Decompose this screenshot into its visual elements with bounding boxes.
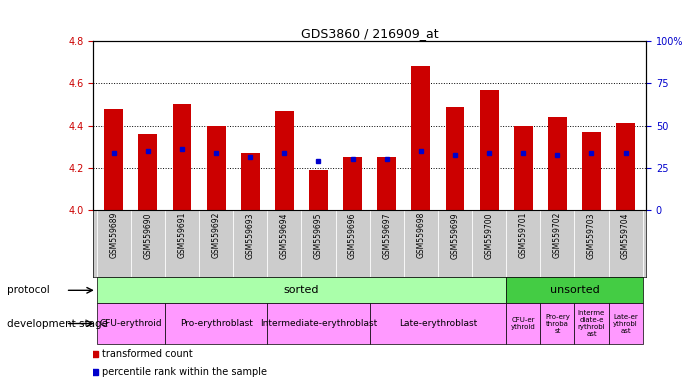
Text: GSM559690: GSM559690 <box>144 212 153 258</box>
Text: GSM559691: GSM559691 <box>178 212 187 258</box>
Bar <box>267 303 370 344</box>
Bar <box>173 104 191 210</box>
Bar <box>411 66 430 210</box>
Bar <box>582 132 601 210</box>
Bar <box>370 303 507 344</box>
Text: GSM559701: GSM559701 <box>519 212 528 258</box>
Bar <box>207 126 225 210</box>
Text: Interme
diate-e
rythrobl
ast: Interme diate-e rythrobl ast <box>578 310 605 337</box>
Bar <box>548 117 567 210</box>
Text: GSM559689: GSM559689 <box>109 212 118 258</box>
Bar <box>343 157 362 210</box>
Bar <box>377 157 396 210</box>
Text: GSM559695: GSM559695 <box>314 212 323 258</box>
Text: GSM559694: GSM559694 <box>280 212 289 258</box>
Bar <box>514 126 533 210</box>
Text: GSM559696: GSM559696 <box>348 212 357 258</box>
Bar <box>241 153 260 210</box>
Text: CFU-erythroid: CFU-erythroid <box>100 319 162 328</box>
Bar <box>97 303 165 344</box>
Bar <box>507 303 540 344</box>
Text: GSM559698: GSM559698 <box>417 212 426 258</box>
Text: development stage: development stage <box>7 318 108 329</box>
Text: Late-er
ythrobl
ast: Late-er ythrobl ast <box>613 313 638 334</box>
Bar <box>540 303 574 344</box>
Bar <box>616 123 635 210</box>
Text: sorted: sorted <box>284 285 319 295</box>
Bar <box>609 303 643 344</box>
Bar <box>138 134 158 210</box>
Bar <box>275 111 294 210</box>
Bar <box>97 277 507 303</box>
Text: GSM559697: GSM559697 <box>382 212 391 258</box>
Text: percentile rank within the sample: percentile rank within the sample <box>102 366 267 377</box>
Text: GSM559700: GSM559700 <box>484 212 493 258</box>
Text: Intermediate-erythroblast: Intermediate-erythroblast <box>260 319 377 328</box>
Title: GDS3860 / 216909_at: GDS3860 / 216909_at <box>301 27 439 40</box>
Text: Pro-ery
throba
st: Pro-ery throba st <box>545 313 570 334</box>
Text: Late-erythroblast: Late-erythroblast <box>399 319 477 328</box>
Text: protocol: protocol <box>7 285 50 295</box>
Text: GSM559704: GSM559704 <box>621 212 630 258</box>
Text: GSM559702: GSM559702 <box>553 212 562 258</box>
Text: Pro-erythroblast: Pro-erythroblast <box>180 319 253 328</box>
Bar <box>165 303 267 344</box>
Text: CFU-er
ythroid: CFU-er ythroid <box>511 317 536 330</box>
Text: transformed count: transformed count <box>102 349 192 359</box>
Bar <box>104 109 123 210</box>
Text: unsorted: unsorted <box>549 285 599 295</box>
Text: GSM559699: GSM559699 <box>451 212 460 258</box>
Bar <box>480 89 498 210</box>
Bar <box>446 106 464 210</box>
Text: GSM559693: GSM559693 <box>246 212 255 258</box>
Bar <box>574 303 609 344</box>
Bar <box>309 170 328 210</box>
Text: GSM559692: GSM559692 <box>211 212 220 258</box>
Bar <box>507 277 643 303</box>
Text: GSM559703: GSM559703 <box>587 212 596 258</box>
